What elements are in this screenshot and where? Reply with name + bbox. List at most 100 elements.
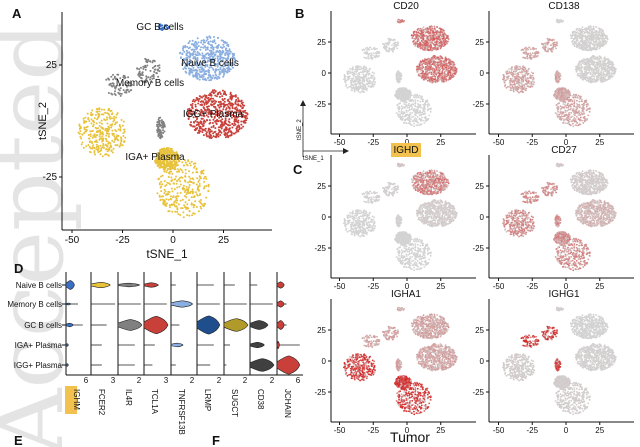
cell-point xyxy=(426,78,428,80)
cell-point xyxy=(422,32,424,34)
cell-point xyxy=(198,200,200,202)
cell-point xyxy=(595,39,597,41)
cell-point xyxy=(188,186,190,188)
cell-point xyxy=(159,182,161,184)
cell-point xyxy=(162,203,164,205)
cell-point xyxy=(192,53,194,55)
cell-point xyxy=(157,131,159,133)
cell-point xyxy=(602,31,604,33)
cell-point xyxy=(361,68,363,70)
cell-point xyxy=(238,124,240,126)
cell-point xyxy=(352,78,354,80)
cell-point xyxy=(83,147,85,149)
cell-point xyxy=(599,45,601,47)
cell-point xyxy=(192,172,194,174)
cell-point xyxy=(428,103,430,105)
cell-point xyxy=(406,105,408,107)
cell-point xyxy=(136,67,138,69)
cell-point xyxy=(212,122,214,124)
cell-point xyxy=(222,44,224,46)
cell-point xyxy=(441,64,443,66)
cell-point xyxy=(192,40,194,42)
cell-point xyxy=(191,43,193,45)
cell-point xyxy=(189,184,191,186)
cell-point xyxy=(420,60,422,62)
cell-point xyxy=(414,110,416,112)
cell-point xyxy=(424,113,426,115)
cell-point xyxy=(371,57,373,59)
cell-point xyxy=(103,147,105,149)
cell-point xyxy=(587,49,589,51)
cell-point xyxy=(388,42,390,44)
cell-point xyxy=(354,71,356,73)
cell-point xyxy=(185,162,187,164)
cell-point xyxy=(442,76,444,78)
cell-point xyxy=(187,188,189,190)
cell-point xyxy=(207,106,209,108)
cell-point xyxy=(373,48,375,50)
cell-point xyxy=(178,203,180,205)
cell-point xyxy=(592,47,594,49)
cell-point xyxy=(115,94,117,96)
cell-point xyxy=(422,59,424,61)
cell-point xyxy=(203,106,205,108)
cell-point xyxy=(210,44,212,46)
cell-point xyxy=(191,105,193,107)
cell-point xyxy=(214,127,216,129)
cell-point xyxy=(414,34,416,36)
cell-point xyxy=(413,116,415,118)
cell-point xyxy=(241,102,243,104)
cell-point xyxy=(174,166,176,168)
cell-point xyxy=(190,71,192,73)
cell-point xyxy=(210,97,212,99)
cell-point xyxy=(375,52,377,54)
cell-point xyxy=(241,100,243,102)
cell-point xyxy=(153,71,155,73)
cell-point xyxy=(365,89,367,91)
cell-point xyxy=(169,204,171,206)
cell-point xyxy=(179,180,181,182)
cell-point xyxy=(425,68,427,70)
cell-point xyxy=(195,42,197,44)
cell-point xyxy=(83,118,85,120)
cell-point xyxy=(95,141,97,143)
cell-point xyxy=(582,34,584,36)
cell-point xyxy=(114,90,116,92)
cell-point xyxy=(110,150,112,152)
cell-point xyxy=(395,46,397,48)
cell-point xyxy=(182,211,184,213)
cell-point xyxy=(224,120,226,122)
cell-point xyxy=(91,130,93,132)
cell-point xyxy=(374,81,376,83)
cell-point xyxy=(398,111,400,113)
panel-label-c: C xyxy=(293,162,303,177)
cell-point xyxy=(188,42,190,44)
cell-point xyxy=(594,29,596,31)
cell-point xyxy=(397,73,399,75)
cell-point xyxy=(202,100,204,102)
cell-point xyxy=(201,171,203,173)
cell-point xyxy=(190,53,192,55)
cell-point xyxy=(344,76,346,78)
cell-point xyxy=(422,120,424,122)
cell-point xyxy=(409,117,411,119)
cell-point xyxy=(386,50,388,52)
cell-point xyxy=(436,39,438,41)
cell-point xyxy=(174,178,176,180)
cell-point xyxy=(177,213,179,215)
cell-point xyxy=(373,79,375,81)
cell-point xyxy=(353,86,355,88)
cell-point xyxy=(372,72,374,74)
panel-bc-feature-plots: -50 -25 0 25250-25CD20-50 -25 0 25250-25CD138-… xyxy=(314,1,634,435)
cell-point xyxy=(222,98,224,100)
cluster-label: GC B cells xyxy=(136,22,183,33)
cell-point xyxy=(91,118,93,120)
cell-point xyxy=(192,191,194,193)
cell-point xyxy=(365,57,367,59)
cell-point xyxy=(429,41,431,43)
cell-point xyxy=(185,169,187,171)
cell-point xyxy=(431,74,433,76)
cell-point xyxy=(113,135,115,137)
cell-point xyxy=(194,101,196,103)
cluster-label: Memory B cells xyxy=(116,78,184,89)
